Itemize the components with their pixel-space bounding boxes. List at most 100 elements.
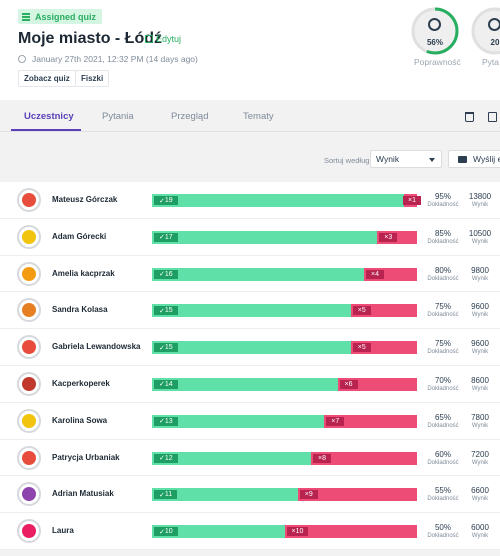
edit-link[interactable]: Edytuj [145,34,181,44]
correct-count: ✓ 16 [154,269,178,279]
wrong-count: × 1 [403,196,421,205]
score-caption: Wynik [471,533,489,540]
accuracy-cell: 70% Dokładność [426,376,460,392]
accuracy-caption: Dokładność [427,238,459,245]
score-cell: 9800 Wynik [466,266,494,282]
questions-ring [471,7,500,55]
score-value: 9600 [471,339,489,349]
printer-icon[interactable] [488,112,497,122]
avatar-image [22,376,36,391]
view-quiz-button[interactable]: Zobacz quiz [18,70,76,87]
score-value: 6000 [471,523,489,533]
tab-questions[interactable]: Pytania [102,110,134,122]
score-cell: 9600 Wynik [466,302,494,318]
score-caption: Wynik [471,459,489,466]
send-label: Wyślij e- [473,154,500,164]
wrong-count: × 3 [379,232,398,242]
avatar [17,482,41,507]
score-caption: Wynik [471,422,489,429]
score-caption: Wynik [471,238,489,245]
avatar [17,224,41,249]
table-row[interactable]: Amelia kacprzak ✓ 16 × 4 80% Dokładność … [0,256,500,293]
correct-count: ✓ 15 [154,343,178,353]
avatar [17,371,41,396]
avatar [17,519,41,544]
accuracy-value: 55% [434,486,451,496]
table-row[interactable]: Adam Górecki ✓ 17 × 3 85% Dokładność 105… [0,219,500,256]
tab-topics[interactable]: Tematy [243,110,274,122]
accuracy-caption: Dokładność [427,459,459,466]
score-cell: 6600 Wynik [466,486,494,502]
wrong-count: × 6 [339,379,358,389]
avatar-image [22,193,36,207]
result-bar: ✓ 12 × 8 [152,451,417,465]
accuracy-caption: Dokładność [427,496,459,503]
avatar-image [22,266,36,281]
table-row[interactable]: Adrian Matusiak ✓ 11 × 9 55% Dokładność … [0,476,500,514]
accuracy-caption: Dokładność [427,385,459,392]
question-icon [488,18,500,31]
quiz-header: Assigned quiz Moje miasto - Łódź Edytuj … [0,0,500,100]
accuracy-cell: 55% Dokładność [426,486,460,502]
accuracy-cell: 85% Dokładność [426,229,460,245]
accuracy-cell: 65% Dokładność [426,413,460,429]
score-caption: Wynik [471,385,489,392]
table-row[interactable]: Mateusz Górczak ✓ 19 × 1 95% Dokładność … [0,182,500,219]
send-email-button[interactable]: Wyślij e- [448,150,500,168]
result-bar: ✓ 11 × 9 [152,488,417,502]
accuracy-caption: Dokładność [427,533,459,540]
wrong-count: × 5 [352,343,371,353]
score-cell: 8600 Wynik [466,376,494,392]
correct-count: ✓ 11 [154,490,178,500]
table-row[interactable]: Karolina Sowa ✓ 13 × 7 65% Dokładność 78… [0,403,500,440]
accuracy-caption: Dokładność [427,275,459,282]
wrong-count: × 9 [299,490,318,500]
wrong-count: × 5 [352,306,371,316]
tab-participants[interactable]: Uczestnicy [24,110,74,122]
accuracy-cell: 75% Dokładność [426,339,460,355]
participant-name: Patrycja Urbaniak [52,452,120,462]
score-value: 13800 [468,192,492,201]
correct-count: ✓ 19 [154,196,178,205]
sort-value: Wynik [376,154,400,164]
accuracy-label: Poprawność [414,57,461,67]
correct-bar [152,451,311,465]
sort-select[interactable]: Wynik [370,150,442,168]
result-bar: ✓ 15 × 5 [152,304,417,318]
avatar-image [22,340,36,355]
table-row[interactable]: Sandra Kolasa ✓ 15 × 5 75% Dokładność 96… [0,292,500,330]
correct-count: ✓ 12 [154,453,178,463]
score-caption: Wynik [471,202,489,208]
score-cell: 7200 Wynik [466,450,494,466]
trash-icon[interactable] [465,112,474,122]
sort-label: Sortuj według: [324,156,372,165]
correct-bar [152,414,325,428]
correct-count: ✓ 17 [154,232,178,242]
participant-name: Kacperkoperek [52,378,110,388]
result-bar: ✓ 16 × 4 [152,267,417,281]
table-row[interactable]: Gabriela Lewandowska ✓ 15 × 5 75% Dokład… [0,329,500,366]
table-row[interactable]: Kacperkoperek ✓ 14 × 6 70% Dokładność 86… [0,366,500,403]
participants-list: Mateusz Górczak ✓ 19 × 1 95% Dokładność … [0,182,500,550]
page-title: Moje miasto - Łódź [18,30,162,47]
table-row[interactable]: Laura ✓ 10 × 10 50% Dokładność 6000 Wyni… [0,513,500,550]
score-cell: 13800 Wynik [466,192,494,208]
accuracy-value: 85% [434,228,451,238]
participant-name: Amelia kacprzak [52,268,115,278]
avatar-image [22,303,36,318]
flashcards-button[interactable]: Fiszki [75,70,110,87]
accuracy-ring [411,7,459,55]
tab-overview[interactable]: Przegląd [171,110,209,122]
correct-bar [152,230,378,244]
table-row[interactable]: Patrycja Urbaniak ✓ 12 × 8 60% Dokładnoś… [0,440,500,477]
wrong-count: × 4 [366,269,384,279]
score-caption: Wynik [471,349,489,356]
tab-bar: Uczestnicy Pytania Przegląd Tematy [0,100,500,132]
wrong-count: × 10 [286,527,309,537]
participant-name: Karolina Sowa [52,415,108,425]
accuracy-caption: Dokładność [427,349,459,356]
score-value: 7200 [471,449,489,459]
accuracy-value: 80% [434,265,451,275]
accuracy-value: 70% [434,375,451,385]
correct-bar [152,488,298,502]
